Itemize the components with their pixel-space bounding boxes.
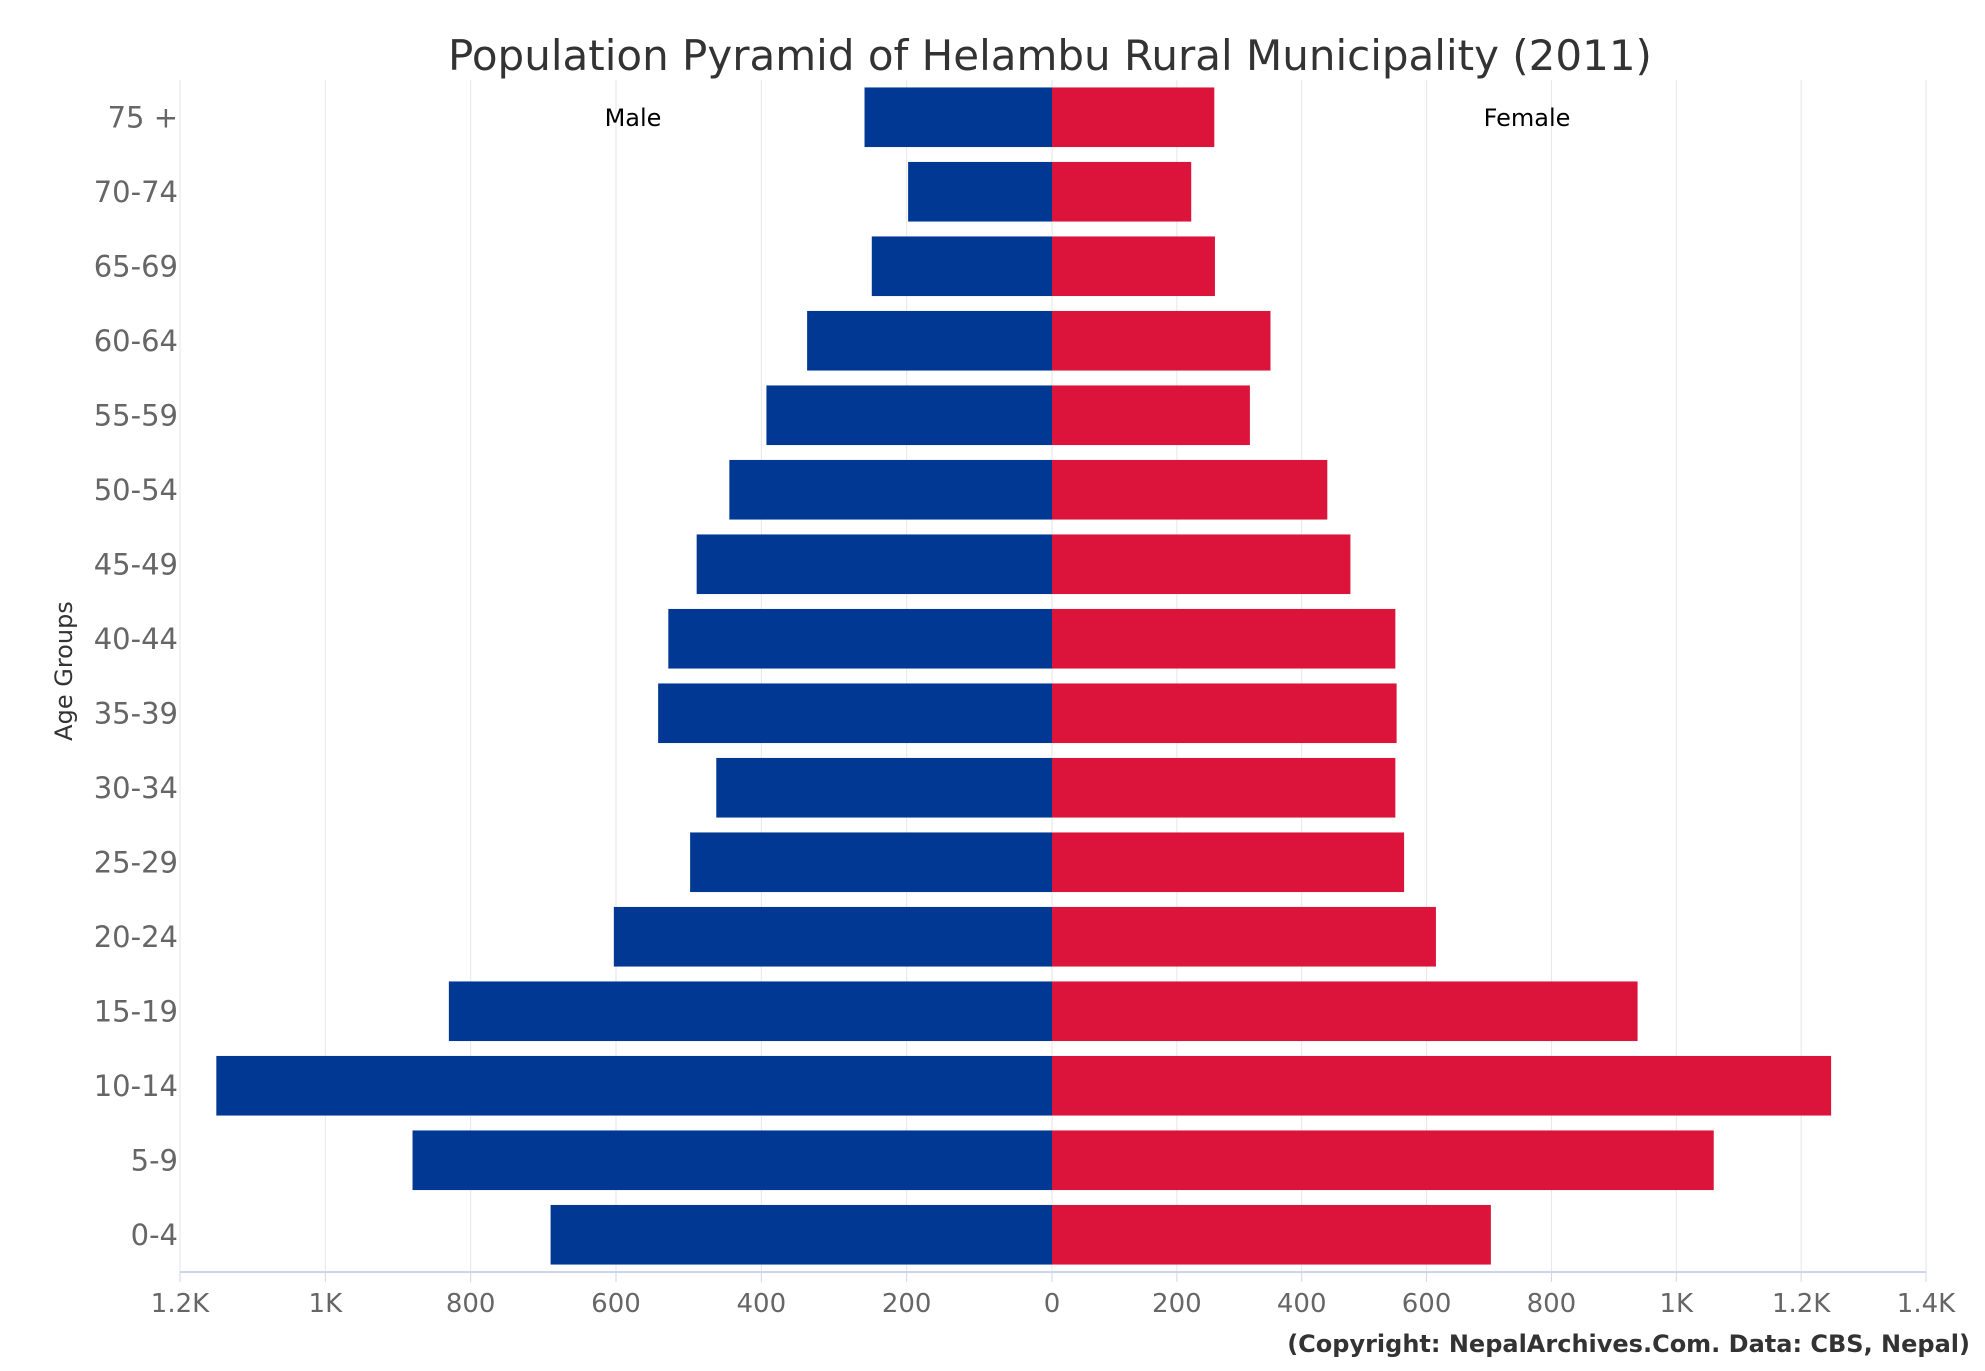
female-bar (1052, 310, 1271, 371)
age-group-label: 0-4 (131, 1218, 178, 1252)
bars (216, 87, 1832, 1265)
male-bar (658, 683, 1052, 744)
age-group-label: 25-29 (94, 845, 178, 879)
age-group-label: 45-49 (94, 547, 178, 581)
female-bar (1052, 1055, 1832, 1116)
female-bar (1052, 1204, 1491, 1265)
x-tick-label-left: 1.2K (151, 1289, 210, 1319)
female-bar (1052, 385, 1250, 446)
x-tick-label-left: 400 (737, 1289, 787, 1319)
male-bar (807, 310, 1052, 371)
female-bar (1052, 534, 1351, 595)
female-bar (1052, 1130, 1714, 1191)
female-bar (1052, 608, 1396, 669)
x-tick-label-right: 400 (1277, 1289, 1327, 1319)
x-tick-label-right: 800 (1527, 1289, 1577, 1319)
age-group-label: 15-19 (94, 994, 178, 1028)
age-group-label: 5-9 (131, 1143, 178, 1177)
male-bar (550, 1204, 1052, 1265)
age-group-label: 35-39 (94, 696, 178, 730)
male-bar (864, 87, 1052, 148)
x-tick-labels: 1.2K 1K 800 600 400 200 0 200 400 600 800 1K 1.2K 1.4… (151, 1289, 1956, 1319)
female-bar (1052, 832, 1405, 893)
male-bar (412, 1130, 1052, 1191)
female-bar (1052, 981, 1638, 1042)
age-group-label: 40-44 (94, 622, 178, 656)
age-group-label: 30-34 (94, 771, 178, 805)
female-bar (1052, 236, 1215, 297)
age-group-label: 10-14 (94, 1069, 178, 1103)
x-tick-label-right: 200 (1152, 1289, 1202, 1319)
female-bar (1052, 906, 1436, 967)
x-tick-label-left: 800 (446, 1289, 496, 1319)
male-side-label: Male (605, 104, 662, 132)
x-tick-label-right: 1K (1659, 1289, 1694, 1319)
age-group-label: 75 + (108, 100, 178, 134)
male-bar (668, 608, 1052, 669)
female-bar (1052, 459, 1328, 520)
female-bar (1052, 87, 1215, 148)
x-tick-label-left: 1K (309, 1289, 344, 1319)
x-tick-label-right: 1.2K (1772, 1289, 1831, 1319)
x-tick-label-right: 600 (1402, 1289, 1452, 1319)
age-group-label: 70-74 (94, 175, 178, 209)
female-side-label: Female (1484, 104, 1571, 132)
x-tick-label-left: 200 (882, 1289, 932, 1319)
copyright-credit: (Copyright: NepalArchives.Com. Data: CBS… (1287, 1330, 1970, 1358)
male-bar (216, 1055, 1053, 1116)
female-bar (1052, 161, 1192, 222)
age-group-label: 65-69 (94, 249, 178, 283)
age-group-label: 20-24 (94, 920, 178, 954)
age-group-label: 50-54 (94, 473, 178, 507)
female-bar (1052, 757, 1396, 818)
female-bar (1052, 683, 1397, 744)
category-labels: 0-4 5-9 10-14 15-19 20-24 25-29 30-34 35-39 40-4… (94, 100, 178, 1252)
chart-title: Population Pyramid of Helambu Rural Muni… (448, 31, 1652, 80)
male-bar (729, 459, 1052, 520)
age-group-label: 55-59 (94, 398, 178, 432)
male-bar (716, 757, 1052, 818)
male-bar (696, 534, 1052, 595)
x-tick-label-left: 600 (591, 1289, 641, 1319)
male-bar (613, 906, 1052, 967)
male-bar (871, 236, 1052, 297)
male-bar (690, 832, 1052, 893)
x-tick-label-right: 1.4K (1897, 1289, 1956, 1319)
male-bar (908, 161, 1052, 222)
age-group-label: 60-64 (94, 324, 178, 358)
male-bar (448, 981, 1052, 1042)
y-axis-title: Age Groups (50, 601, 78, 741)
x-tick-label-right: 0 (1044, 1289, 1061, 1319)
male-bar (766, 385, 1052, 446)
